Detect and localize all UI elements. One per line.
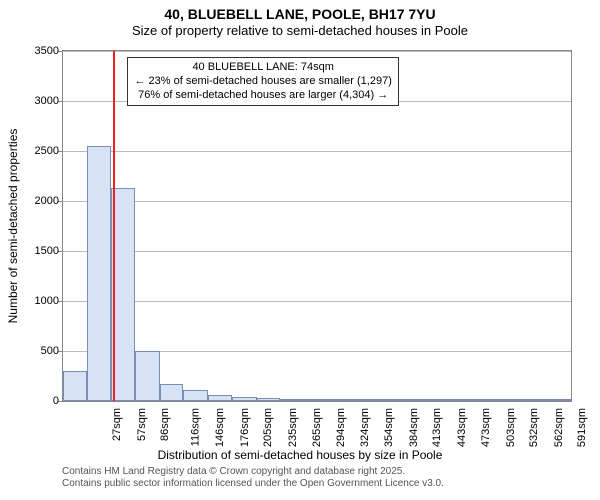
histogram-bar bbox=[87, 146, 111, 401]
gridline bbox=[63, 151, 571, 152]
y-tick-label: 500 bbox=[19, 345, 59, 357]
x-axis-label: Distribution of semi-detached houses by … bbox=[0, 448, 600, 462]
x-tick-label: 562sqm bbox=[553, 408, 565, 447]
y-tick-label: 3000 bbox=[19, 95, 59, 107]
x-tick-label: 176sqm bbox=[239, 408, 251, 447]
footer-line-2: Contains public sector information licen… bbox=[62, 478, 444, 490]
gridline bbox=[63, 201, 571, 202]
y-tick-label: 1000 bbox=[19, 295, 59, 307]
y-tick-label: 3500 bbox=[19, 45, 59, 57]
histogram-bar bbox=[280, 399, 304, 401]
histogram-bar bbox=[426, 399, 450, 401]
histogram-bar bbox=[160, 384, 184, 401]
title-block: 40, BLUEBELL LANE, POOLE, BH17 7YU Size … bbox=[0, 0, 600, 38]
x-tick-label: 86sqm bbox=[159, 408, 171, 441]
histogram-bar bbox=[135, 351, 159, 401]
histogram-bar bbox=[208, 395, 232, 401]
y-tick-label: 0 bbox=[19, 395, 59, 407]
histogram-bar bbox=[305, 399, 329, 401]
chart-container: 40, BLUEBELL LANE, POOLE, BH17 7YU Size … bbox=[0, 0, 600, 500]
histogram-bar bbox=[377, 399, 401, 401]
x-tick-label: 354sqm bbox=[384, 408, 396, 447]
x-tick-label: 205sqm bbox=[262, 408, 274, 447]
x-tick-label: 324sqm bbox=[359, 408, 371, 447]
histogram-bar bbox=[329, 399, 353, 401]
histogram-bar bbox=[353, 399, 377, 401]
annotation-box: 40 BLUEBELL LANE: 74sqm← 23% of semi-det… bbox=[127, 57, 398, 106]
annotation-line-3: 76% of semi-detached houses are larger (… bbox=[134, 89, 391, 103]
footer-line-1: Contains HM Land Registry data © Crown c… bbox=[62, 466, 444, 478]
property-marker-line bbox=[113, 51, 115, 401]
x-tick-label: 413sqm bbox=[432, 408, 444, 447]
y-tick-label: 2500 bbox=[19, 145, 59, 157]
x-tick-label: 294sqm bbox=[335, 408, 347, 447]
footer-attribution: Contains HM Land Registry data © Crown c… bbox=[62, 466, 444, 490]
x-tick-label: 473sqm bbox=[480, 408, 492, 447]
x-tick-label: 532sqm bbox=[528, 408, 540, 447]
x-tick-label: 27sqm bbox=[111, 408, 123, 441]
gridline bbox=[63, 251, 571, 252]
x-tick-label: 443sqm bbox=[456, 408, 468, 447]
histogram-bar bbox=[257, 398, 281, 401]
x-tick-label: 146sqm bbox=[214, 408, 226, 447]
x-tick-label: 116sqm bbox=[189, 408, 201, 446]
y-tick-label: 1500 bbox=[19, 245, 59, 257]
histogram-bar bbox=[522, 399, 546, 401]
histogram-bar bbox=[450, 399, 474, 401]
x-tick-label: 235sqm bbox=[287, 408, 299, 447]
gridline bbox=[63, 51, 571, 52]
annotation-line-2: ← 23% of semi-detached houses are smalle… bbox=[134, 75, 391, 89]
x-tick-label: 265sqm bbox=[311, 408, 323, 447]
x-tick-label: 503sqm bbox=[505, 408, 517, 447]
annotation-line-1: 40 BLUEBELL LANE: 74sqm bbox=[134, 61, 391, 75]
histogram-bar bbox=[499, 399, 523, 401]
x-tick-label: 384sqm bbox=[408, 408, 420, 447]
plot-area: 40 BLUEBELL LANE: 74sqm← 23% of semi-det… bbox=[62, 50, 572, 402]
x-tick-label: 591sqm bbox=[577, 408, 589, 447]
histogram-bar bbox=[474, 399, 498, 401]
gridline bbox=[63, 301, 571, 302]
histogram-bar bbox=[402, 399, 426, 401]
x-tick-label: 57sqm bbox=[136, 408, 148, 441]
chart-subtitle: Size of property relative to semi-detach… bbox=[0, 23, 600, 38]
histogram-bar bbox=[547, 399, 571, 401]
chart-title: 40, BLUEBELL LANE, POOLE, BH17 7YU bbox=[0, 6, 600, 22]
histogram-bar bbox=[232, 397, 256, 401]
histogram-bar bbox=[183, 390, 207, 401]
histogram-bar bbox=[63, 371, 87, 401]
y-tick-label: 2000 bbox=[19, 195, 59, 207]
